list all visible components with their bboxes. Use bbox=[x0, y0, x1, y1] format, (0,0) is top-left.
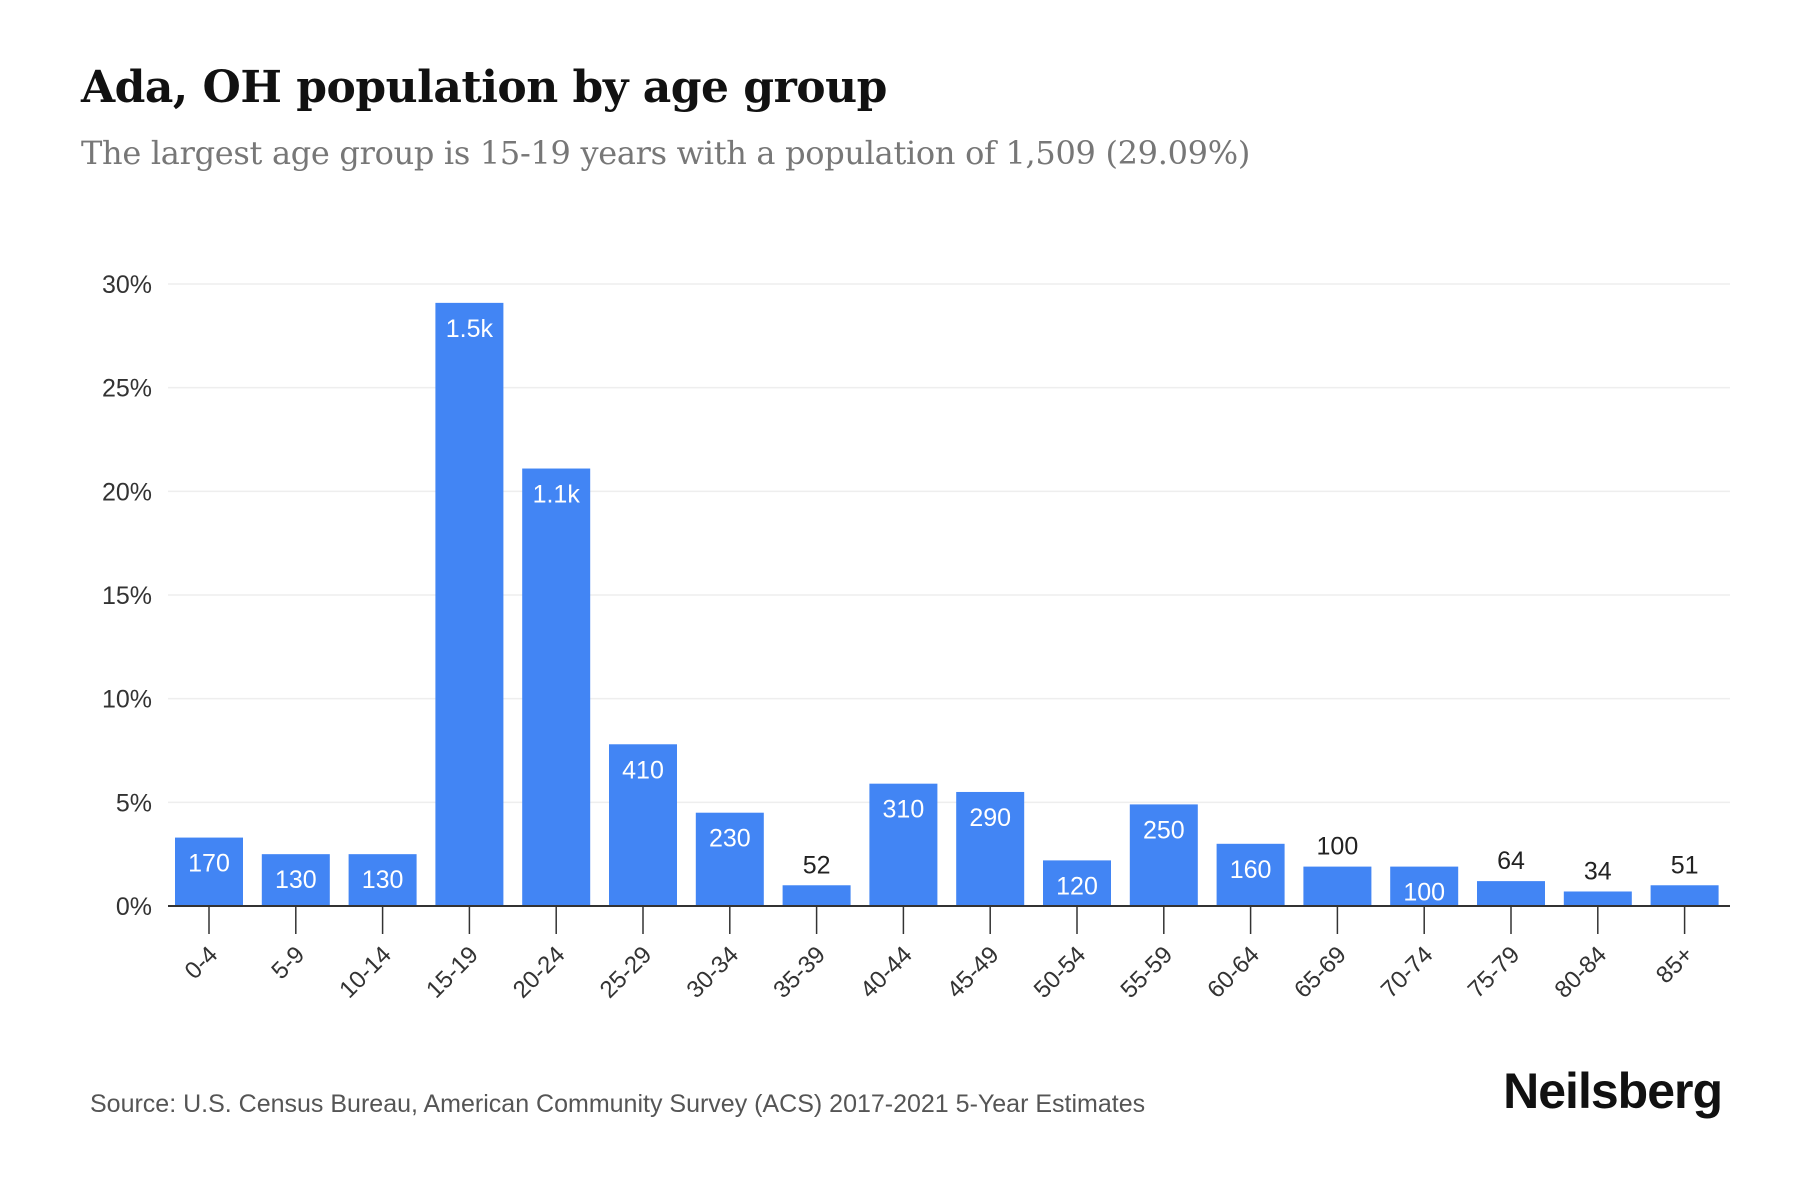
x-tick-label: 5-9 bbox=[266, 941, 310, 985]
data-label: 1.1k bbox=[533, 481, 581, 509]
bar bbox=[782, 885, 851, 906]
bar bbox=[609, 744, 677, 906]
x-tick-label: 45-49 bbox=[942, 941, 1005, 1004]
data-label: 250 bbox=[1143, 816, 1185, 844]
brand-logo: Neilsberg bbox=[1503, 1063, 1723, 1119]
source-note: Source: U.S. Census Bureau, American Com… bbox=[90, 1090, 1146, 1118]
y-tick-label: 10% bbox=[102, 686, 152, 714]
y-tick-label: 20% bbox=[102, 478, 152, 506]
bar bbox=[1390, 866, 1459, 906]
bar bbox=[1563, 891, 1632, 906]
x-tick-label: 75-79 bbox=[1463, 941, 1526, 1004]
data-label: 52 bbox=[803, 851, 831, 879]
x-axis-ticks: 0-4 5-9 10-14 15-19 20-24 25-29 30-34 35-39 40-4… bbox=[180, 906, 1699, 1004]
x-tick-label: 50-54 bbox=[1029, 941, 1092, 1004]
x-tick-label: 40-44 bbox=[855, 941, 918, 1004]
data-label: 100 bbox=[1317, 833, 1359, 861]
data-label: 310 bbox=[883, 796, 925, 824]
data-label: 410 bbox=[622, 756, 664, 784]
bar bbox=[695, 812, 764, 906]
bars bbox=[175, 302, 1719, 907]
x-tick-label: 65-69 bbox=[1289, 941, 1352, 1004]
x-tick-label: 35-39 bbox=[768, 941, 831, 1004]
x-tick-label: 30-34 bbox=[682, 941, 745, 1004]
data-label: 230 bbox=[709, 825, 751, 853]
bar bbox=[869, 783, 938, 906]
x-tick-label: 55-59 bbox=[1116, 941, 1179, 1004]
bar bbox=[175, 837, 243, 906]
data-label: 290 bbox=[969, 804, 1011, 832]
y-tick-label: 30% bbox=[102, 271, 152, 299]
x-tick-label: 20-24 bbox=[508, 941, 571, 1004]
x-tick-label: 85+ bbox=[1651, 941, 1699, 989]
chart-title: Ada, OH population by age group bbox=[81, 62, 887, 113]
data-label: 1.5k bbox=[446, 315, 494, 343]
bar bbox=[1303, 866, 1372, 906]
bar bbox=[522, 468, 591, 906]
bar bbox=[956, 791, 1025, 906]
gridlines bbox=[168, 283, 1730, 804]
data-label: 100 bbox=[1403, 879, 1445, 907]
bar bbox=[261, 854, 330, 906]
data-label: 34 bbox=[1584, 857, 1612, 885]
bar bbox=[1129, 804, 1198, 906]
data-label: 51 bbox=[1671, 851, 1699, 879]
y-tick-label: 25% bbox=[102, 375, 152, 403]
data-label: 130 bbox=[362, 866, 404, 894]
bar bbox=[1477, 881, 1545, 906]
x-tick-label: 10-14 bbox=[334, 941, 397, 1004]
data-label: 170 bbox=[188, 850, 230, 878]
x-tick-label: 25-29 bbox=[595, 941, 658, 1004]
data-label: 120 bbox=[1056, 872, 1098, 900]
y-axis-ticks: 0% 5% 10% 15% 20% 25% 30% bbox=[102, 271, 152, 921]
y-tick-label: 15% bbox=[102, 582, 152, 610]
bar bbox=[1043, 860, 1111, 906]
bar bbox=[1650, 885, 1719, 906]
data-label: 160 bbox=[1230, 856, 1272, 884]
x-tick-label: 70-74 bbox=[1376, 941, 1439, 1004]
x-tick-label: 15-19 bbox=[421, 941, 484, 1004]
chart-subtitle: The largest age group is 15-19 years wit… bbox=[81, 134, 1251, 172]
bar bbox=[348, 854, 417, 906]
bar bbox=[1216, 843, 1285, 906]
data-label: 130 bbox=[275, 866, 317, 894]
x-tick-label: 80-84 bbox=[1550, 941, 1613, 1004]
data-labels: 170 130 130 1.5k 1.1k 410 230 52 310 290 120 250 160… bbox=[188, 315, 1698, 907]
x-tick-label: 0-4 bbox=[180, 941, 224, 985]
bar bbox=[435, 302, 504, 907]
y-tick-label: 0% bbox=[116, 893, 152, 921]
data-label: 64 bbox=[1497, 847, 1525, 875]
y-tick-label: 5% bbox=[116, 789, 152, 817]
x-tick-label: 60-64 bbox=[1202, 941, 1265, 1004]
